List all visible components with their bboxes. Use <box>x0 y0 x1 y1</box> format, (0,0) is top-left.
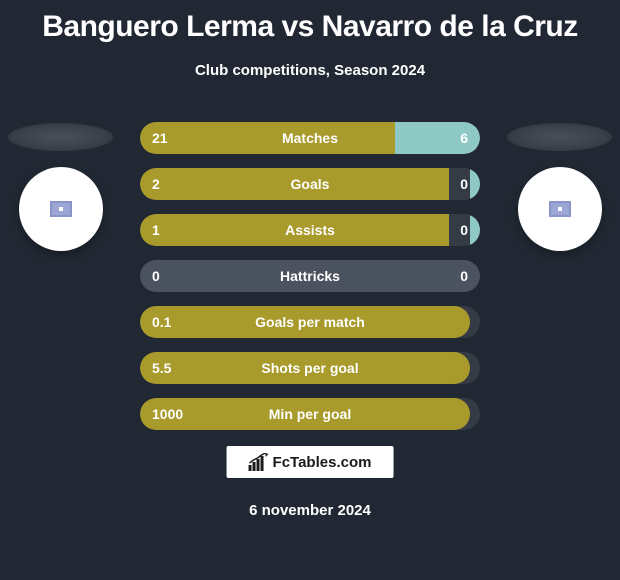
stat-row: 1000Min per goal <box>140 398 480 430</box>
branding-badge: FcTables.com <box>227 446 394 478</box>
page-subtitle: Club competitions, Season 2024 <box>0 62 620 79</box>
branding-chart-icon <box>249 453 269 471</box>
stat-row: 10Assists <box>140 214 480 246</box>
player-right-club-badge <box>518 167 602 251</box>
player-right-shadow-ellipse <box>507 123 612 151</box>
stat-row: 00Hattricks <box>140 260 480 292</box>
player-right-avatar-group <box>507 123 612 251</box>
stat-row: 216Matches <box>140 122 480 154</box>
stat-label: Goals <box>140 168 480 200</box>
stat-label: Assists <box>140 214 480 246</box>
stat-label: Min per goal <box>140 398 480 430</box>
stat-row: 20Goals <box>140 168 480 200</box>
stat-label: Shots per goal <box>140 352 480 384</box>
stat-row: 0.1Goals per match <box>140 306 480 338</box>
placeholder-flag-icon <box>549 201 571 217</box>
stat-label: Hattricks <box>140 260 480 292</box>
player-left-shadow-ellipse <box>8 123 113 151</box>
stat-row: 5.5Shots per goal <box>140 352 480 384</box>
placeholder-flag-icon <box>50 201 72 217</box>
stat-label: Goals per match <box>140 306 480 338</box>
stat-label: Matches <box>140 122 480 154</box>
page-title: Banguero Lerma vs Navarro de la Cruz <box>0 0 620 44</box>
generation-date: 6 november 2024 <box>0 502 620 519</box>
stats-container: 216Matches 20Goals 10Assists 00Hattricks 0.1… <box>140 122 480 444</box>
player-left-avatar-group <box>8 123 113 251</box>
player-left-club-badge <box>19 167 103 251</box>
branding-text: FcTables.com <box>273 454 372 471</box>
